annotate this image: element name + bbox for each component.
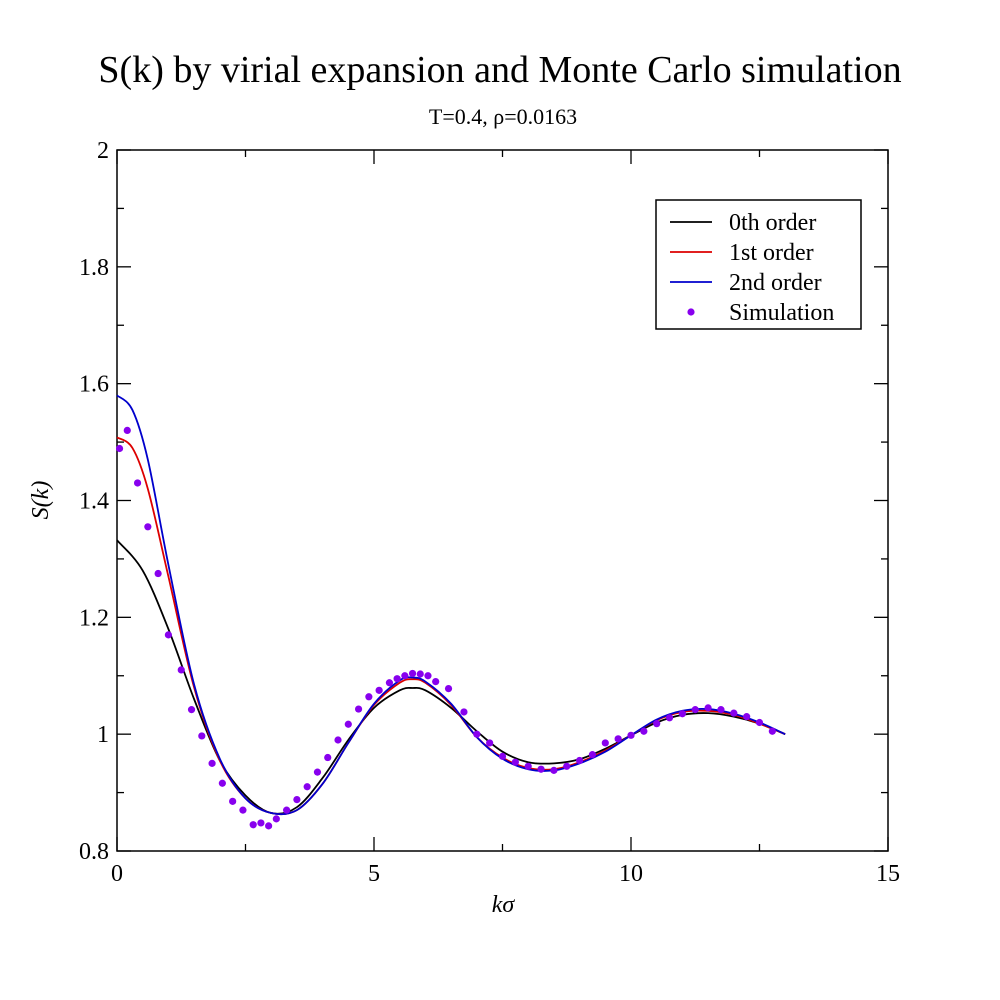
y-tick-label: 0.8 bbox=[79, 839, 109, 865]
y-tick-label: 1.4 bbox=[79, 489, 109, 515]
data-point-simulation bbox=[755, 718, 764, 727]
data-point-simulation bbox=[614, 735, 622, 743]
data-point-simulation bbox=[743, 713, 751, 721]
data-point-simulation bbox=[115, 444, 124, 453]
data-point-simulation bbox=[601, 739, 609, 747]
data-point-simulation bbox=[524, 762, 532, 770]
chart-subtitle: T=0.4, ρ=0.0163 bbox=[429, 104, 577, 129]
y-tick-label: 1.8 bbox=[79, 255, 109, 281]
data-point-simulation bbox=[229, 797, 237, 805]
data-point-simulation bbox=[187, 706, 196, 714]
x-tick-label: 5 bbox=[368, 861, 380, 887]
x-axis-label: kσ bbox=[492, 892, 516, 918]
legend-label: 2nd order bbox=[729, 270, 822, 296]
data-point-simulation bbox=[283, 806, 291, 814]
data-point-simulation bbox=[511, 758, 519, 766]
data-point-simulation bbox=[588, 751, 597, 759]
legend-label: Simulation bbox=[729, 300, 834, 326]
data-point-simulation bbox=[486, 739, 494, 747]
data-point-simulation bbox=[678, 710, 687, 718]
legend-swatch-simulation bbox=[687, 308, 695, 316]
legend-label: 1st order bbox=[729, 240, 814, 266]
data-point-simulation bbox=[627, 731, 635, 739]
x-tick-label: 10 bbox=[619, 861, 643, 887]
data-point-simulation bbox=[401, 672, 409, 680]
data-point-simulation bbox=[344, 720, 352, 728]
data-point-simulation bbox=[144, 523, 152, 531]
data-point-simulation bbox=[239, 806, 247, 814]
data-point-simulation bbox=[154, 569, 162, 578]
x-tick-label: 15 bbox=[876, 861, 900, 887]
data-point-simulation bbox=[133, 479, 142, 487]
legend-label: 0th order bbox=[729, 210, 816, 236]
data-point-simulation bbox=[123, 426, 131, 434]
data-point-simulation bbox=[218, 779, 226, 787]
data-point-simulation bbox=[653, 720, 661, 728]
data-point-simulation bbox=[303, 783, 311, 791]
data-point-simulation bbox=[198, 732, 206, 740]
data-point-simulation bbox=[324, 753, 332, 762]
y-tick-label: 1 bbox=[97, 722, 109, 748]
data-point-simulation bbox=[334, 736, 342, 744]
data-point-simulation bbox=[375, 686, 383, 694]
data-point-simulation bbox=[550, 766, 558, 774]
data-point-simulation bbox=[691, 706, 699, 714]
data-point-simulation bbox=[249, 821, 257, 829]
data-point-simulation bbox=[473, 730, 481, 738]
data-point-simulation bbox=[164, 631, 172, 639]
data-point-simulation bbox=[537, 765, 545, 773]
data-point-simulation bbox=[768, 727, 776, 735]
x-tick-label: 0 bbox=[111, 861, 123, 887]
data-point-simulation bbox=[272, 815, 280, 823]
data-point-simulation bbox=[576, 756, 584, 765]
y-axis-label: S(k) bbox=[28, 481, 54, 520]
data-point-simulation bbox=[177, 666, 185, 674]
series-line-0th-order bbox=[116, 539, 786, 815]
data-point-simulation bbox=[313, 768, 322, 776]
data-point-simulation bbox=[563, 762, 571, 770]
data-point-simulation bbox=[640, 727, 648, 735]
data-point-simulation bbox=[460, 708, 468, 716]
data-point-simulation bbox=[354, 705, 363, 713]
data-point-simulation bbox=[208, 759, 216, 767]
data-point-simulation bbox=[365, 693, 373, 701]
data-point-simulation bbox=[257, 819, 265, 827]
series-line-1st-order bbox=[116, 436, 786, 816]
y-tick-label: 1.6 bbox=[79, 372, 109, 398]
data-point-simulation bbox=[424, 672, 432, 680]
data-point-simulation bbox=[393, 675, 401, 683]
data-point-simulation bbox=[293, 795, 301, 804]
y-tick-label: 2 bbox=[97, 138, 109, 164]
y-tick-label: 1.2 bbox=[79, 605, 109, 631]
data-point-simulation bbox=[265, 822, 273, 830]
legend-box bbox=[655, 199, 862, 330]
data-point-simulation bbox=[717, 706, 725, 714]
data-point-simulation bbox=[704, 704, 712, 712]
data-point-simulation bbox=[665, 714, 674, 722]
series-line-2nd-order bbox=[116, 394, 786, 816]
data-point-simulation bbox=[498, 752, 507, 760]
chart-title: S(k) by virial expansion and Monte Carlo… bbox=[98, 49, 901, 91]
data-point-simulation bbox=[385, 679, 394, 687]
data-point-simulation bbox=[408, 669, 417, 678]
data-point-simulation bbox=[730, 709, 738, 717]
data-point-simulation bbox=[444, 685, 453, 693]
data-point-simulation bbox=[416, 670, 424, 678]
data-point-simulation bbox=[432, 677, 440, 686]
